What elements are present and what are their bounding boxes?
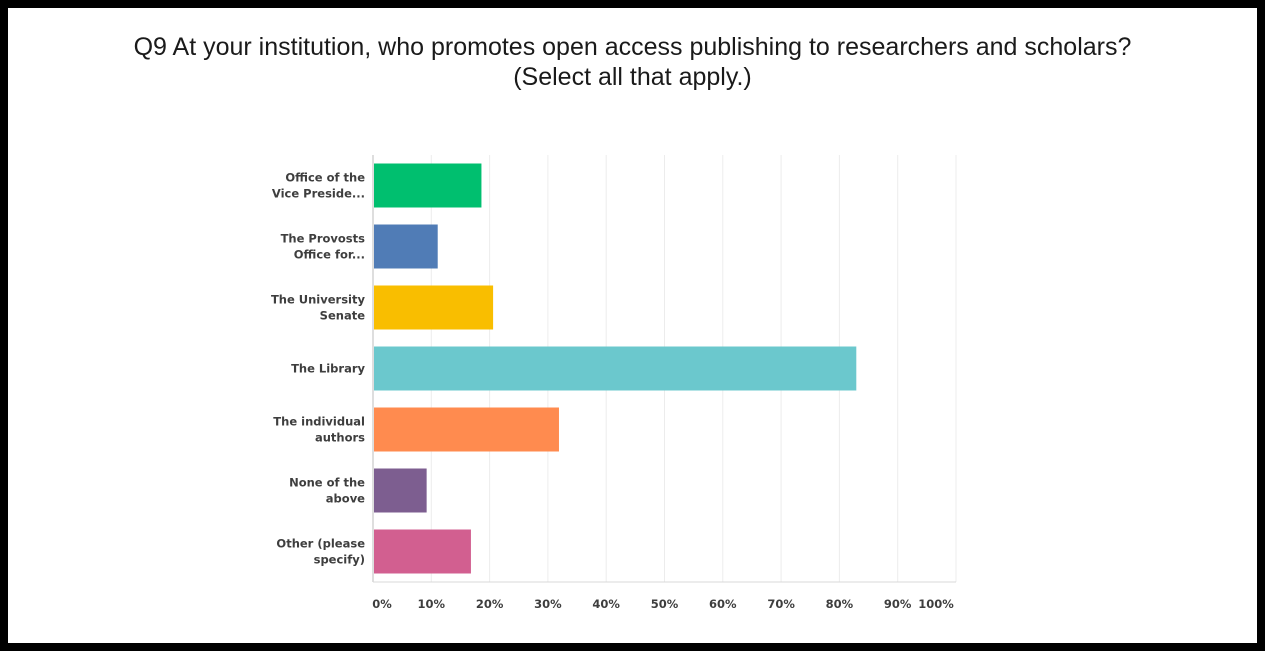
x-tick-label: 90% xyxy=(884,597,912,611)
x-tick-label: 60% xyxy=(709,597,737,611)
x-tick-label: 20% xyxy=(476,597,504,611)
bar xyxy=(374,346,857,391)
x-tick-label: 80% xyxy=(826,597,854,611)
category-label-line: Senate xyxy=(320,309,366,323)
category-labels: Office of the Vice Preside... The Provosts… xyxy=(271,171,366,567)
category-label-line: The individual xyxy=(273,415,365,429)
category-label-line: None of the xyxy=(289,476,365,490)
category-label-line: The Library xyxy=(291,362,365,376)
category-label: Other (please specify) xyxy=(276,537,365,567)
chart-canvas xyxy=(8,8,1257,643)
category-label-line: specify) xyxy=(314,553,365,567)
bar xyxy=(374,285,494,330)
category-label-line: The University xyxy=(271,293,366,307)
category-label: Office of the Vice Preside... xyxy=(272,171,365,201)
bar xyxy=(374,163,482,208)
x-tick-label: 0% xyxy=(372,597,392,611)
x-tick-label: 40% xyxy=(592,597,620,611)
x-tick-label: 70% xyxy=(767,597,795,611)
category-label: None of the above xyxy=(289,476,365,506)
x-tick-label: 50% xyxy=(651,597,679,611)
category-label-line: Office of the xyxy=(285,171,365,185)
bar xyxy=(374,407,559,452)
category-label: The Library xyxy=(291,362,365,376)
category-label-line: Office for... xyxy=(294,248,365,262)
bar xyxy=(374,529,471,574)
bar xyxy=(374,468,427,513)
category-label-line: Vice Preside... xyxy=(272,187,365,201)
category-label-line: authors xyxy=(315,431,365,445)
chart-title-line-2: (Select all that apply.) xyxy=(513,63,752,91)
category-label: The Provosts Office for... xyxy=(281,232,366,262)
x-tick-label: 10% xyxy=(418,597,446,611)
category-label-line: The Provosts xyxy=(281,232,366,246)
x-tick-labels: 0% 10% 20% 30% 40% 50% 60% 70% 80% 90% 100% xyxy=(372,597,954,611)
chart-title-line-1: Q9 At your institution, who promotes ope… xyxy=(133,33,1132,61)
x-tick-label: 30% xyxy=(534,597,562,611)
bars xyxy=(374,163,857,574)
x-tick-label: 100% xyxy=(918,597,954,611)
bar xyxy=(374,224,438,269)
category-label: The individual authors xyxy=(273,415,365,445)
chart-title: Q9 At your institution, who promotes ope… xyxy=(0,32,1265,92)
category-label-line: Other (please xyxy=(276,537,365,551)
category-label: The University Senate xyxy=(271,293,366,323)
category-label-line: above xyxy=(326,492,365,506)
